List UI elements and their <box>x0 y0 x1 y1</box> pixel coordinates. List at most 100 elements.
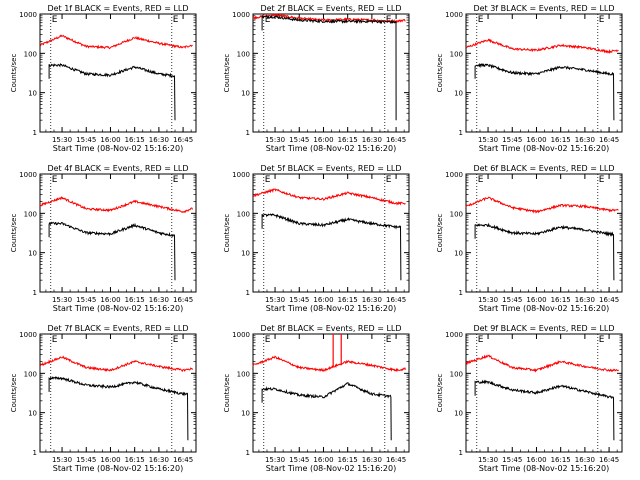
x-axis-title: Start Time (08-Nov-02 15:16:20) <box>266 464 396 473</box>
x-tick-label: 16:45 <box>173 296 193 304</box>
x-axis-title: Start Time (08-Nov-02 15:16:20) <box>479 304 609 313</box>
start-flag: E <box>52 175 58 185</box>
y-tick-label: 1 <box>33 289 37 297</box>
end-flag: E <box>386 335 392 345</box>
end-flag: E <box>599 15 605 25</box>
events-series-line <box>261 381 392 441</box>
x-axis-title: Start Time (08-Nov-02 15:16:20) <box>53 464 183 473</box>
end-flag: E <box>599 335 605 345</box>
x-axis-title: Start Time (08-Nov-02 15:16:20) <box>479 144 609 153</box>
plot-frame <box>252 13 410 133</box>
x-tick-label: 15:30 <box>478 296 498 304</box>
y-tick-label: 100 <box>237 210 250 218</box>
x-tick-label: 16:00 <box>526 296 546 304</box>
lld-series-line <box>465 196 619 214</box>
start-flag: E <box>265 15 271 25</box>
x-axis-title: Start Time (08-Nov-02 15:16:20) <box>266 144 396 153</box>
x-tick-label: 16:00 <box>526 456 546 464</box>
y-axis-title: Counts/sec <box>10 54 18 93</box>
x-tick-label: 16:45 <box>599 296 619 304</box>
x-tick-label: 16:00 <box>526 136 546 144</box>
y-axis-title: Counts/sec <box>223 374 231 413</box>
x-tick-label: 16:15 <box>551 456 571 464</box>
panel-title: Det 5f BLACK = Events, RED = LLD <box>260 164 401 173</box>
y-tick-label: 100 <box>24 370 37 378</box>
lld-series-line <box>252 355 406 373</box>
x-tick-label: 16:00 <box>313 136 333 144</box>
x-tick-label: 16:45 <box>386 456 406 464</box>
x-tick-label: 16:30 <box>362 136 382 144</box>
x-tick-label: 16:45 <box>386 296 406 304</box>
detector-panel-6: Det 6f BLACK = Events, RED = LLD 1 10 100 10… <box>436 164 623 313</box>
y-tick-label: 1000 <box>445 171 463 179</box>
x-tick-label: 15:45 <box>502 456 522 464</box>
start-flag: E <box>52 15 58 25</box>
x-tick-label: 16:15 <box>125 296 145 304</box>
start-flag: E <box>52 335 58 345</box>
x-tick-label: 16:30 <box>149 136 169 144</box>
x-tick-label: 15:45 <box>289 136 309 144</box>
events-series-line <box>261 14 397 121</box>
y-tick-label: 10 <box>241 90 250 98</box>
start-flag: E <box>265 335 271 345</box>
start-flag: E <box>265 175 271 185</box>
y-tick-label: 10 <box>241 410 250 418</box>
lld-series-line <box>39 355 193 373</box>
y-tick-label: 1000 <box>19 171 37 179</box>
y-axis-title: Counts/sec <box>223 54 231 93</box>
plot-frame <box>465 13 623 133</box>
x-tick-label: 15:30 <box>52 456 72 464</box>
y-tick-label: 100 <box>24 50 37 58</box>
x-tick-label: 15:45 <box>502 136 522 144</box>
x-tick-label: 15:45 <box>76 456 96 464</box>
detector-panel-2: Det 2f BLACK = Events, RED = LLD 1 10 100 10… <box>223 4 410 153</box>
x-tick-label: 16:45 <box>386 136 406 144</box>
start-flag: E <box>478 175 484 185</box>
detector-panel-9: Det 9f BLACK = Events, RED = LLD 1 10 100 10… <box>436 324 623 473</box>
x-tick-label: 16:15 <box>125 456 145 464</box>
y-tick-label: 1000 <box>232 331 250 339</box>
events-series-line <box>474 379 615 441</box>
x-tick-label: 15:45 <box>289 296 309 304</box>
x-tick-label: 15:30 <box>265 136 285 144</box>
x-tick-label: 15:30 <box>478 456 498 464</box>
start-flag: E <box>478 335 484 345</box>
x-tick-label: 16:00 <box>100 296 120 304</box>
x-tick-label: 16:00 <box>313 456 333 464</box>
plot-frame <box>39 333 197 453</box>
lld-series-line <box>39 34 193 50</box>
x-axis-title: Start Time (08-Nov-02 15:16:20) <box>479 464 609 473</box>
plot-frame <box>465 173 623 293</box>
y-axis-title: Counts/sec <box>10 214 18 253</box>
detector-panel-5: Det 5f BLACK = Events, RED = LLD 1 10 100 10… <box>223 164 410 313</box>
y-tick-label: 1 <box>246 449 250 457</box>
y-tick-label: 1 <box>33 449 37 457</box>
y-tick-label: 1000 <box>232 171 250 179</box>
events-series-line <box>474 62 615 121</box>
x-tick-label: 16:30 <box>575 296 595 304</box>
y-tick-label: 1000 <box>19 331 37 339</box>
x-tick-label: 16:00 <box>313 296 333 304</box>
x-tick-label: 16:30 <box>362 296 382 304</box>
events-series-line <box>48 376 189 441</box>
detector-panel-4: Det 4f BLACK = Events, RED = LLD 1 10 100 10… <box>10 164 197 313</box>
x-tick-label: 15:45 <box>502 296 522 304</box>
plot-frame <box>252 173 410 293</box>
x-tick-label: 15:30 <box>478 136 498 144</box>
end-flag: E <box>599 175 605 185</box>
y-tick-label: 100 <box>24 210 37 218</box>
lld-series-line <box>39 196 193 214</box>
lld-series-line <box>252 188 406 206</box>
y-tick-label: 10 <box>454 90 463 98</box>
y-tick-label: 1000 <box>19 11 37 19</box>
detector-panel-8: Det 8f BLACK = Events, RED = LLD 1 10 100 10… <box>223 324 410 473</box>
x-tick-label: 15:45 <box>76 296 96 304</box>
plot-frame <box>252 333 410 453</box>
x-tick-label: 15:30 <box>265 296 285 304</box>
y-tick-label: 1 <box>459 289 463 297</box>
y-axis-title: Counts/sec <box>223 214 231 253</box>
y-tick-label: 1 <box>246 289 250 297</box>
y-axis-title: Counts/sec <box>436 54 444 93</box>
y-tick-label: 100 <box>450 370 463 378</box>
